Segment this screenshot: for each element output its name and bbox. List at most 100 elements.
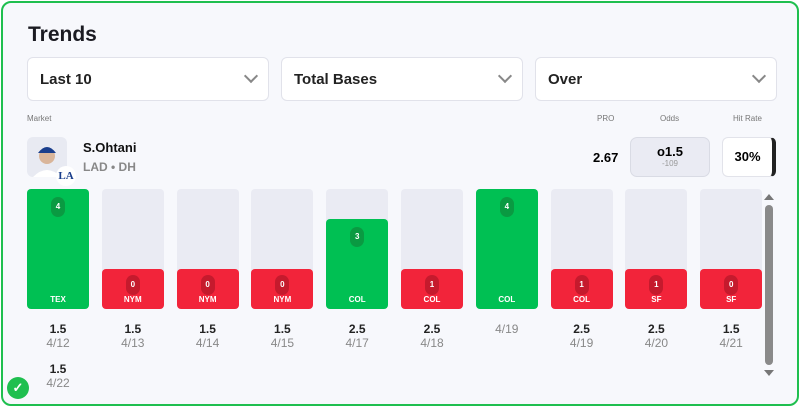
hit-rate-label: Hit Rate — [733, 114, 762, 123]
opponent-label: SF — [651, 295, 662, 304]
line-value: 1.5 — [49, 322, 67, 336]
game-date: 4/17 — [345, 336, 369, 350]
opponent-label: COL — [423, 295, 441, 304]
chevron-down-icon — [497, 68, 513, 84]
opponent-label: COL — [348, 295, 366, 304]
value-pill: 4 — [51, 197, 65, 217]
opponent-label: NYM — [198, 295, 217, 304]
game-date: 4/18 — [420, 336, 444, 350]
value-pill: 4 — [499, 197, 514, 217]
pro-label: PRO — [597, 114, 615, 123]
game-column[interactable]: 1 COL — [401, 189, 463, 309]
line-value: 1.5 — [49, 362, 67, 376]
game-column[interactable]: 1 SF — [625, 189, 688, 309]
miss-bar: 1 COL — [550, 269, 613, 309]
game-date: 4/14 — [195, 336, 220, 350]
value-pill: 0 — [125, 275, 140, 295]
chevron-down-icon — [751, 68, 767, 84]
value-pill: 1 — [649, 275, 664, 295]
game-column[interactable]: 4 TEX — [27, 189, 89, 309]
game-label: 4/19 — [476, 322, 538, 336]
value-pill: 0 — [275, 275, 290, 295]
side-dropdown[interactable]: Over — [535, 57, 777, 101]
opponent-label: COL — [498, 295, 516, 304]
extra-game-label: 1.5 4/22 — [27, 362, 89, 390]
game-column[interactable]: 0 SF — [700, 189, 763, 309]
game-date: 4/12 — [46, 336, 70, 350]
game-label: 1.5 4/13 — [102, 322, 164, 350]
game-column[interactable]: 0 NYM — [251, 189, 314, 309]
range-dropdown[interactable]: Last 10 — [27, 57, 269, 101]
chevron-down-icon — [243, 68, 259, 84]
pro-value: 2.67 — [593, 150, 619, 165]
hit-bar: 4 TEX — [27, 189, 89, 309]
player-team-position: LAD • DH — [83, 160, 136, 174]
game-date: 4/19 — [495, 322, 519, 336]
game-date: 4/21 — [719, 336, 743, 350]
odds-label: Odds — [660, 114, 680, 123]
hit-rate-value: 30% — [722, 137, 776, 177]
opponent-label: COL — [573, 295, 591, 304]
opponent-label: NYM — [123, 295, 142, 304]
player-name[interactable]: S.Ohtani — [83, 140, 137, 155]
value-pill: 0 — [724, 275, 739, 295]
game-label: 1.5 4/15 — [251, 322, 313, 350]
game-column[interactable]: 0 NYM — [101, 189, 164, 309]
game-column[interactable]: 4 COL — [475, 189, 538, 309]
opponent-label: SF — [726, 295, 737, 304]
odds-button[interactable]: o1.5 -109 — [630, 137, 710, 177]
game-label: 2.5 4/18 — [401, 322, 463, 350]
miss-bar: 0 NYM — [251, 269, 314, 309]
line-value: 2.5 — [423, 322, 441, 336]
miss-bar: 0 SF — [700, 269, 763, 309]
scroll-up-icon[interactable] — [764, 194, 774, 200]
line-value: 1.5 — [199, 322, 216, 336]
game-label: 2.5 4/17 — [326, 322, 388, 350]
miss-bar: 1 SF — [625, 269, 688, 309]
check-icon: ✓ — [7, 377, 29, 399]
dropdown-label: Last 10 — [40, 70, 92, 88]
line-value: 1.5 — [722, 322, 740, 336]
line-value: 2.5 — [648, 322, 665, 336]
opponent-label: TEX — [50, 295, 66, 304]
game-label: 1.5 4/14 — [177, 322, 239, 350]
player-photo-icon — [33, 147, 61, 177]
game-column[interactable]: 1 COL — [550, 189, 613, 309]
miss-bar: 0 NYM — [101, 269, 164, 309]
hit-bar: 3 COL — [326, 219, 389, 309]
odds-price: -109 — [661, 159, 678, 168]
game-column[interactable]: 0 NYM — [176, 189, 239, 309]
game-date: 4/15 — [270, 336, 295, 350]
value-pill: 1 — [574, 275, 589, 295]
game-date: 4/13 — [121, 336, 145, 350]
miss-bar: 1 COL — [401, 269, 463, 309]
page-title: Trends — [28, 23, 97, 46]
value-pill: 1 — [425, 275, 439, 295]
value-pill: 0 — [200, 275, 215, 295]
scroll-down-icon[interactable] — [764, 370, 774, 376]
line-value: 1.5 — [274, 322, 291, 336]
game-date: 4/20 — [644, 336, 669, 350]
game-label: 1.5 4/12 — [27, 322, 89, 350]
game-label: 2.5 4/19 — [551, 322, 613, 350]
game-column[interactable]: 3 COL — [326, 189, 389, 309]
game-date: 4/19 — [569, 336, 594, 350]
line-value: 1.5 — [124, 322, 142, 336]
line-value: 2.5 — [348, 322, 366, 336]
line-value: 2.5 — [573, 322, 590, 336]
game-date: 4/22 — [46, 376, 70, 390]
scrollbar[interactable] — [764, 192, 774, 388]
market-dropdown[interactable]: Total Bases — [281, 57, 523, 101]
market-label: Market — [27, 114, 52, 123]
dropdown-label: Over — [548, 70, 583, 88]
miss-bar: 0 NYM — [176, 269, 239, 309]
odds-line: o1.5 — [656, 144, 683, 159]
opponent-label: NYM — [273, 295, 292, 304]
game-label: 1.5 4/21 — [700, 322, 762, 350]
team-logo: LA — [56, 166, 76, 186]
dropdown-label: Total Bases — [294, 70, 378, 88]
scroll-thumb[interactable] — [765, 205, 773, 365]
hit-bar: 4 COL — [475, 189, 538, 309]
value-pill: 3 — [350, 227, 365, 247]
game-label: 2.5 4/20 — [625, 322, 687, 350]
